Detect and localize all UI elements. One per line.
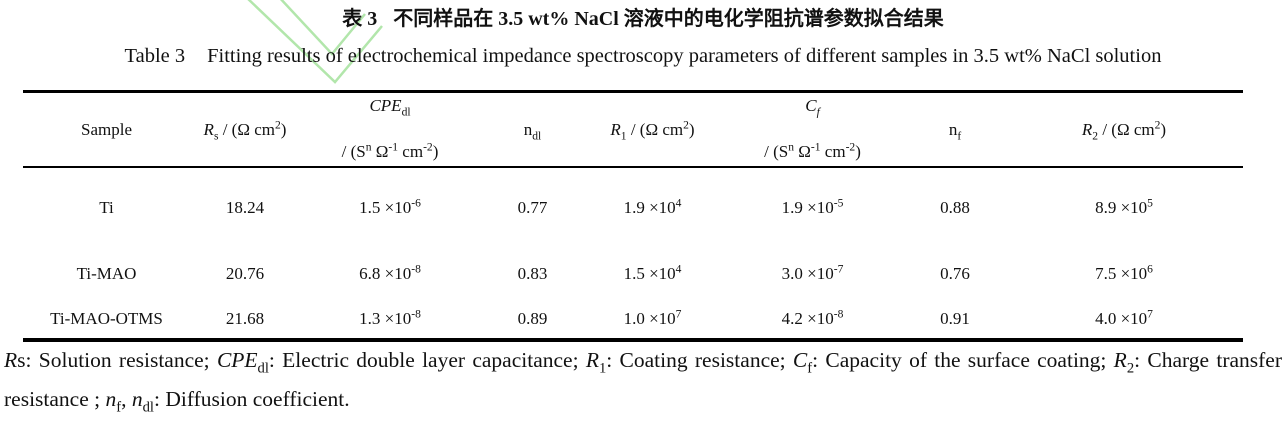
caption-zh-label: 表 3 [342, 8, 378, 30]
table-row-ti-mao-otms: Ti-MAO-OTMS 21.68 1.3 ×10-8 0.89 1.0 ×10… [23, 300, 1243, 340]
caption-zh: 表 3 不同样品在 3.5 wt% NaCl 溶液中的电化学阻抗谱参数拟合结果 [0, 4, 1286, 34]
cf-units: / (Sn Ω-1 cm-2) [764, 140, 861, 161]
col-header-n-dl: ndl [523, 119, 542, 142]
cell-rs: 21.68 [225, 309, 265, 328]
col-header-n-f: nf [948, 119, 962, 142]
cell-n-f: 0.91 [940, 309, 970, 328]
cell-r2: 7.5 ×106 [1095, 262, 1153, 283]
cell-r1: 1.5 ×104 [623, 262, 682, 283]
cell-n-dl: 0.83 [517, 264, 548, 283]
eis-parameters-table: Sample Rs / (Ω cm2) CPEdl / (Sn Ω-1 cm-2… [23, 90, 1243, 342]
cell-n-dl: 0.89 [517, 309, 548, 328]
cell-sample: Ti-MAO [76, 264, 137, 283]
cell-r2: 4.0 ×107 [1095, 307, 1153, 328]
cell-r2: 8.9 ×105 [1095, 196, 1153, 217]
col-header-cf: Cf / (Sn Ω-1 cm-2) [720, 92, 905, 168]
caption-en-label: Table 3 [124, 45, 186, 67]
table-row-ti: Ti 18.24 1.5 ×10-6 0.77 1.9 ×104 1.9 ×10… [23, 167, 1243, 248]
caption-zh-text: 不同样品在 3.5 wt% NaCl 溶液中的电化学阻抗谱参数拟合结果 [393, 8, 944, 30]
cell-cpe-dl: 6.8 ×10-8 [359, 262, 421, 283]
table-body: Ti 18.24 1.5 ×10-6 0.77 1.9 ×104 1.9 ×10… [23, 167, 1243, 340]
table-row-ti-mao: Ti-MAO 20.76 6.8 ×10-8 0.83 1.5 ×104 3.0… [23, 248, 1243, 300]
cpe-dl-units: / (Sn Ω-1 cm-2) [341, 140, 439, 161]
cf-symbol: Cf [805, 96, 820, 119]
cell-cf: 1.9 ×10-5 [781, 196, 844, 217]
cell-r1: 1.9 ×104 [623, 196, 682, 217]
cell-n-f: 0.88 [940, 198, 970, 217]
cell-sample: Ti [99, 198, 114, 217]
cell-n-f: 0.76 [940, 264, 970, 283]
cell-n-dl: 0.77 [517, 198, 548, 217]
cell-sample: Ti-MAO-OTMS [50, 309, 163, 328]
table-header: Sample Rs / (Ω cm2) CPEdl / (Sn Ω-1 cm-2… [23, 91, 1243, 168]
table-captions: 表 3 不同样品在 3.5 wt% NaCl 溶液中的电化学阻抗谱参数拟合结果 T… [0, 4, 1286, 71]
col-header-r2: R2 / (Ω cm2) [1081, 117, 1167, 142]
col-header-rs: Rs / (Ω cm2) [203, 117, 287, 142]
cell-cf: 3.0 ×10-7 [781, 262, 844, 283]
col-header-cpe-dl: CPEdl / (Sn Ω-1 cm-2) [300, 92, 480, 168]
cell-rs: 20.76 [225, 264, 265, 283]
cell-cpe-dl: 1.5 ×10-6 [359, 196, 421, 217]
col-header-r1: R1 / (Ω cm2) [610, 117, 695, 142]
cell-rs: 18.24 [225, 198, 265, 217]
caption-en-text: Fitting results of electrochemical imped… [207, 45, 1162, 67]
cell-r1: 1.0 ×107 [623, 307, 682, 328]
table-footnote: Rs: Solution resistance; CPEdl: Electric… [4, 348, 1283, 416]
caption-en: Table 3 Fitting results of electrochemica… [0, 41, 1286, 71]
cell-cpe-dl: 1.3 ×10-8 [359, 307, 421, 328]
cpe-dl-symbol: CPEdl [369, 96, 411, 119]
cell-cf: 4.2 ×10-8 [781, 307, 844, 328]
col-header-sample: Sample [81, 119, 132, 139]
